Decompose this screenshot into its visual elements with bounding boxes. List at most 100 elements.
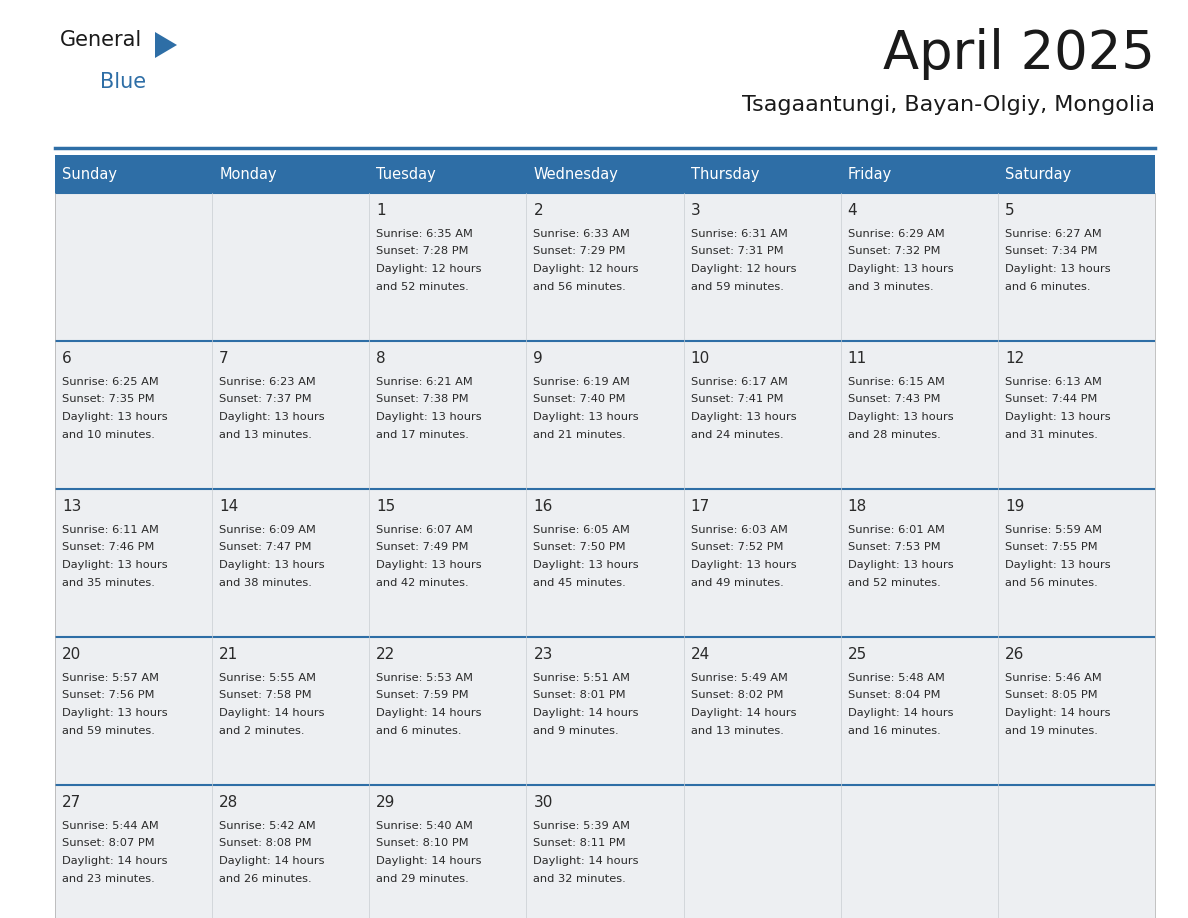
Text: Sunset: 7:58 PM: Sunset: 7:58 PM [219,690,311,700]
Text: Daylight: 14 hours: Daylight: 14 hours [848,708,953,718]
Text: and 3 minutes.: and 3 minutes. [848,282,934,292]
Text: Daylight: 14 hours: Daylight: 14 hours [690,708,796,718]
Text: Daylight: 14 hours: Daylight: 14 hours [219,708,324,718]
Text: Sunrise: 6:13 AM: Sunrise: 6:13 AM [1005,377,1101,387]
Text: Daylight: 13 hours: Daylight: 13 hours [1005,412,1111,422]
Text: Sunrise: 5:42 AM: Sunrise: 5:42 AM [219,821,316,831]
Text: and 52 minutes.: and 52 minutes. [377,282,469,292]
Text: 2: 2 [533,203,543,218]
Text: and 16 minutes.: and 16 minutes. [848,725,941,735]
Text: Tsagaantungi, Bayan-Olgiy, Mongolia: Tsagaantungi, Bayan-Olgiy, Mongolia [742,95,1155,115]
Text: 16: 16 [533,499,552,514]
Text: 3: 3 [690,203,700,218]
Text: 1: 1 [377,203,386,218]
Text: Sunset: 7:47 PM: Sunset: 7:47 PM [219,543,311,553]
Text: Sunrise: 6:21 AM: Sunrise: 6:21 AM [377,377,473,387]
Text: 9: 9 [533,351,543,366]
Text: Daylight: 13 hours: Daylight: 13 hours [848,560,953,570]
Text: General: General [61,30,143,50]
Text: Daylight: 13 hours: Daylight: 13 hours [62,560,168,570]
Text: and 13 minutes.: and 13 minutes. [219,430,312,440]
Bar [55,785,1155,918]
Text: Daylight: 13 hours: Daylight: 13 hours [62,708,168,718]
Text: Sunset: 7:40 PM: Sunset: 7:40 PM [533,395,626,405]
Text: 10: 10 [690,351,709,366]
Text: Sunrise: 6:03 AM: Sunrise: 6:03 AM [690,525,788,535]
Text: Daylight: 13 hours: Daylight: 13 hours [219,560,324,570]
Text: Friday: Friday [848,166,892,182]
Text: and 49 minutes.: and 49 minutes. [690,577,783,588]
Text: Sunrise: 6:35 AM: Sunrise: 6:35 AM [377,229,473,239]
Text: Sunrise: 6:25 AM: Sunrise: 6:25 AM [62,377,159,387]
Text: Sunrise: 5:55 AM: Sunrise: 5:55 AM [219,673,316,683]
Text: Sunset: 7:46 PM: Sunset: 7:46 PM [62,543,154,553]
Text: Sunrise: 5:40 AM: Sunrise: 5:40 AM [377,821,473,831]
Text: Daylight: 13 hours: Daylight: 13 hours [377,412,482,422]
Text: Sunset: 7:44 PM: Sunset: 7:44 PM [1005,395,1098,405]
Text: and 6 minutes.: and 6 minutes. [377,725,462,735]
Text: and 35 minutes.: and 35 minutes. [62,577,154,588]
Text: 30: 30 [533,795,552,810]
Text: and 32 minutes.: and 32 minutes. [533,874,626,883]
Text: Sunset: 7:59 PM: Sunset: 7:59 PM [377,690,469,700]
Text: 19: 19 [1005,499,1024,514]
Text: Sunset: 7:34 PM: Sunset: 7:34 PM [1005,247,1098,256]
Text: and 26 minutes.: and 26 minutes. [219,874,311,883]
Text: and 29 minutes.: and 29 minutes. [377,874,469,883]
Text: Daylight: 14 hours: Daylight: 14 hours [533,708,639,718]
Text: Daylight: 13 hours: Daylight: 13 hours [1005,560,1111,570]
Text: Sunset: 8:02 PM: Sunset: 8:02 PM [690,690,783,700]
Text: Sunset: 7:29 PM: Sunset: 7:29 PM [533,247,626,256]
Text: April 2025: April 2025 [883,28,1155,80]
Text: Sunrise: 6:05 AM: Sunrise: 6:05 AM [533,525,631,535]
Text: Sunrise: 6:31 AM: Sunrise: 6:31 AM [690,229,788,239]
Text: and 2 minutes.: and 2 minutes. [219,725,304,735]
Text: 29: 29 [377,795,396,810]
Text: 13: 13 [62,499,81,514]
Bar [55,489,1155,637]
Text: Saturday: Saturday [1005,166,1072,182]
Text: Daylight: 13 hours: Daylight: 13 hours [690,560,796,570]
Text: Daylight: 13 hours: Daylight: 13 hours [219,412,324,422]
Text: Daylight: 13 hours: Daylight: 13 hours [533,412,639,422]
Text: Sunset: 8:08 PM: Sunset: 8:08 PM [219,838,311,848]
Text: Sunrise: 6:09 AM: Sunrise: 6:09 AM [219,525,316,535]
Text: Sunset: 7:50 PM: Sunset: 7:50 PM [533,543,626,553]
Text: and 31 minutes.: and 31 minutes. [1005,430,1098,440]
Text: Daylight: 14 hours: Daylight: 14 hours [533,856,639,866]
Text: Sunrise: 6:29 AM: Sunrise: 6:29 AM [848,229,944,239]
Text: and 24 minutes.: and 24 minutes. [690,430,783,440]
Text: Daylight: 12 hours: Daylight: 12 hours [377,264,482,274]
Text: Sunrise: 6:15 AM: Sunrise: 6:15 AM [848,377,944,387]
Text: Sunrise: 6:27 AM: Sunrise: 6:27 AM [1005,229,1101,239]
Text: Sunrise: 6:11 AM: Sunrise: 6:11 AM [62,525,159,535]
Text: and 42 minutes.: and 42 minutes. [377,577,469,588]
Text: 12: 12 [1005,351,1024,366]
Text: and 13 minutes.: and 13 minutes. [690,725,783,735]
Text: Daylight: 13 hours: Daylight: 13 hours [1005,264,1111,274]
Text: Sunrise: 6:19 AM: Sunrise: 6:19 AM [533,377,631,387]
Text: 23: 23 [533,647,552,662]
Text: and 28 minutes.: and 28 minutes. [848,430,941,440]
Text: Sunset: 7:53 PM: Sunset: 7:53 PM [848,543,941,553]
Text: Daylight: 14 hours: Daylight: 14 hours [377,856,482,866]
Text: Sunset: 7:49 PM: Sunset: 7:49 PM [377,543,469,553]
Text: Sunset: 7:37 PM: Sunset: 7:37 PM [219,395,311,405]
Text: Daylight: 13 hours: Daylight: 13 hours [848,264,953,274]
Text: 4: 4 [848,203,858,218]
Text: Sunset: 7:55 PM: Sunset: 7:55 PM [1005,543,1098,553]
Text: Sunset: 8:10 PM: Sunset: 8:10 PM [377,838,469,848]
Text: Sunset: 8:01 PM: Sunset: 8:01 PM [533,690,626,700]
Text: 18: 18 [848,499,867,514]
Text: Sunrise: 5:39 AM: Sunrise: 5:39 AM [533,821,631,831]
Text: Daylight: 12 hours: Daylight: 12 hours [533,264,639,274]
Text: Sunrise: 5:53 AM: Sunrise: 5:53 AM [377,673,473,683]
Text: Daylight: 14 hours: Daylight: 14 hours [62,856,168,866]
Bar [55,193,1155,341]
Text: and 56 minutes.: and 56 minutes. [1005,577,1098,588]
Text: and 19 minutes.: and 19 minutes. [1005,725,1098,735]
Text: 5: 5 [1005,203,1015,218]
Bar [55,341,1155,489]
Bar [55,155,1155,193]
Text: Tuesday: Tuesday [377,166,436,182]
